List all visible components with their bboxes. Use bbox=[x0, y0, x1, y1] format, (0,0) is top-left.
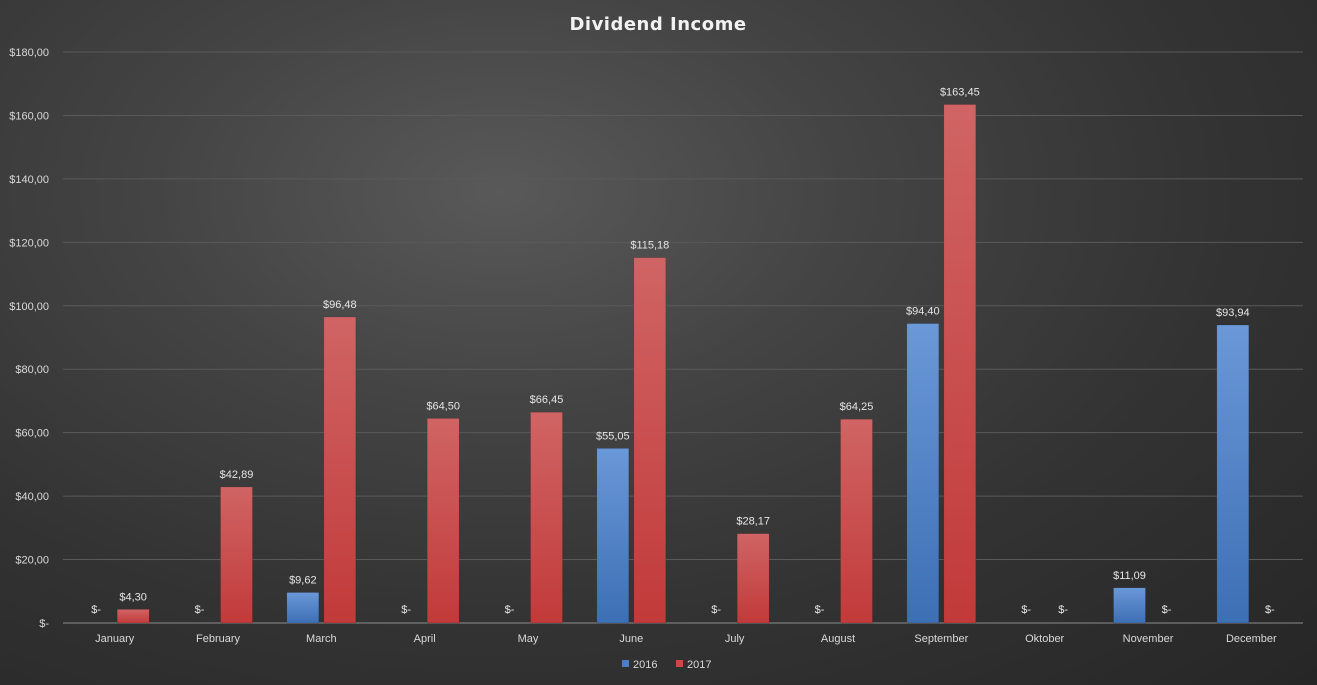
y-tick-label: $180,00 bbox=[9, 47, 49, 59]
bar-2017 bbox=[323, 316, 357, 624]
data-label-2017: $- bbox=[1058, 604, 1068, 616]
bar-2017 bbox=[530, 411, 563, 624]
y-tick-label: $- bbox=[39, 618, 49, 630]
data-label-2016: $- bbox=[1021, 604, 1031, 616]
y-axis-ticks: $- $20,00 $40,00 $60,00 $80,00 $100,00 $120,00… bbox=[9, 47, 49, 630]
bar-2016 bbox=[596, 448, 630, 624]
y-tick-label: $60,00 bbox=[15, 428, 49, 440]
chart-title: Dividend Income bbox=[569, 14, 746, 35]
bar-2017 bbox=[736, 533, 770, 624]
bar-2017 bbox=[943, 104, 977, 624]
x-tick-label: November bbox=[1123, 633, 1174, 645]
bar-2016 bbox=[286, 592, 320, 624]
data-label-2017: $163,45 bbox=[940, 87, 980, 99]
bar-2017 bbox=[220, 486, 253, 624]
legend-swatch-2017 bbox=[676, 660, 683, 667]
bars bbox=[116, 104, 1250, 624]
data-label-2017: $64,50 bbox=[426, 400, 460, 412]
x-tick-label: September bbox=[914, 633, 968, 645]
bar-2017 bbox=[840, 418, 873, 624]
bar-2016 bbox=[1216, 324, 1250, 624]
bar-2017 bbox=[426, 418, 460, 624]
y-tick-label: $100,00 bbox=[9, 301, 49, 313]
data-label-2016: $94,40 bbox=[906, 306, 940, 318]
legend: 2016 2017 bbox=[622, 659, 711, 671]
legend-label-2017: 2017 bbox=[687, 659, 711, 671]
data-label-2016: $- bbox=[711, 604, 721, 616]
bar-2017 bbox=[633, 257, 667, 624]
data-label-2017: $96,48 bbox=[323, 299, 357, 311]
legend-swatch-2016 bbox=[622, 660, 629, 667]
x-tick-label: January bbox=[95, 633, 135, 645]
data-label-2017: $28,17 bbox=[736, 516, 770, 528]
data-label-2016: $93,94 bbox=[1216, 307, 1250, 319]
data-label-2016: $9,62 bbox=[289, 574, 317, 586]
x-tick-label: August bbox=[821, 633, 855, 645]
bar-2016 bbox=[1113, 587, 1146, 624]
y-tick-label: $160,00 bbox=[9, 110, 49, 122]
bar-2016 bbox=[906, 323, 940, 624]
y-tick-label: $120,00 bbox=[9, 237, 49, 249]
data-label-2017: $- bbox=[1162, 604, 1172, 616]
data-label-2016: $11,09 bbox=[1113, 570, 1146, 582]
x-axis-ticks: January February March April May June July Augu… bbox=[95, 633, 1277, 645]
data-label-2016: $- bbox=[195, 604, 205, 616]
x-tick-label: May bbox=[518, 633, 539, 645]
x-tick-label: Oktober bbox=[1025, 633, 1064, 645]
gridlines bbox=[63, 51, 1303, 624]
y-tick-label: $80,00 bbox=[15, 364, 49, 376]
y-tick-label: $20,00 bbox=[15, 555, 49, 567]
bar-2017 bbox=[116, 609, 150, 624]
data-label-2017: $4,30 bbox=[119, 591, 147, 603]
data-label-2016: $- bbox=[91, 604, 101, 616]
x-tick-label: March bbox=[306, 633, 337, 645]
data-label-2017: $66,45 bbox=[530, 394, 564, 406]
x-tick-label: April bbox=[414, 633, 436, 645]
legend-label-2016: 2016 bbox=[633, 659, 657, 671]
x-tick-label: February bbox=[196, 633, 241, 645]
data-label-2017: $42,89 bbox=[220, 469, 254, 481]
x-tick-label: June bbox=[619, 633, 643, 645]
y-tick-label: $140,00 bbox=[9, 174, 49, 186]
data-label-2017: $115,18 bbox=[630, 240, 669, 252]
data-label-2016: $- bbox=[815, 604, 825, 616]
data-label-2016: $- bbox=[505, 604, 515, 616]
data-label-2017: $- bbox=[1265, 604, 1275, 616]
data-labels: $- $4,30 $- $42,89 $9,62 $96,48 $- $64,50 $- $66,… bbox=[91, 87, 1275, 616]
data-label-2016: $- bbox=[401, 604, 411, 616]
x-tick-label: December bbox=[1226, 633, 1277, 645]
data-label-2017: $64,25 bbox=[840, 401, 874, 413]
x-tick-label: July bbox=[725, 633, 745, 645]
y-tick-label: $40,00 bbox=[15, 491, 49, 503]
data-label-2016: $55,05 bbox=[596, 430, 630, 442]
